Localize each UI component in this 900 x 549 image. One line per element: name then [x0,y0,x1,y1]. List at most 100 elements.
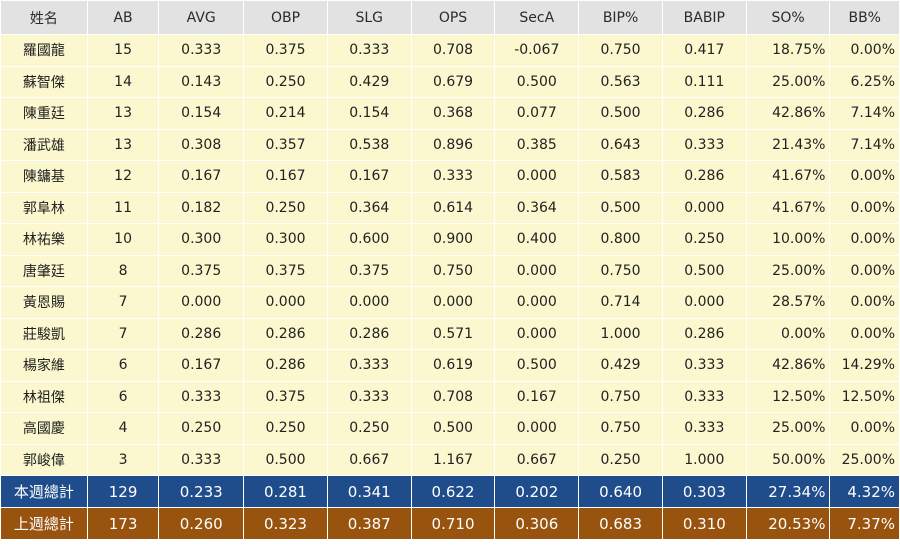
table-row[interactable]: 潘武雄 13 0.308 0.357 0.538 0.896 0.385 0.643 0.333… [0,128,900,161]
stat-cell-bb-pct: 0.00% [829,160,900,193]
stat-cell-obp: 0.250 [243,191,328,224]
col-header-babip[interactable]: BABIP [661,0,747,35]
stat-cell-avg: 0.167 [158,160,245,193]
stat-cell-ab: 6 [86,380,160,413]
stat-cell-babip: 0.286 [661,317,747,350]
total-cell: 27.34% [745,475,831,508]
stat-cell-bip-pct: 1.000 [578,317,663,350]
stat-cell-so-pct: 41.67% [745,160,831,193]
stat-cell-so-pct: 42.86% [745,97,831,130]
stat-cell-seca: 0.000 [494,412,580,445]
col-header-slg[interactable]: SLG [326,0,412,35]
stat-cell-ops: 1.167 [410,443,496,476]
last-week-total-row: 上週總計 173 0.260 0.323 0.387 0.710 0.306 0… [0,507,900,540]
total-cell: 0.323 [243,507,328,540]
stat-cell-bb-pct: 7.14% [829,97,900,130]
stat-cell-slg: 0.154 [326,97,412,130]
stat-cell-ops: 0.896 [410,128,496,161]
table-row[interactable]: 羅國龍 15 0.333 0.375 0.333 0.708 -0.067 0.750 0.41… [0,34,900,67]
stat-cell-slg: 0.600 [326,223,412,256]
player-name-cell: 黃恩賜 [0,286,88,319]
col-header-so[interactable]: SO% [745,0,831,35]
stat-cell-ab: 14 [86,65,160,98]
stat-cell-seca: 0.385 [494,128,580,161]
table-row[interactable]: 郭阜林 11 0.182 0.250 0.364 0.614 0.364 0.500 0.000… [0,191,900,224]
total-cell: 0.310 [661,507,747,540]
stat-cell-obp: 0.300 [243,223,328,256]
stat-cell-bip-pct: 0.750 [578,380,663,413]
table-row[interactable]: 蘇智傑 14 0.143 0.250 0.429 0.679 0.500 0.563 0.111… [0,65,900,98]
table-row[interactable]: 莊駿凱 7 0.286 0.286 0.286 0.571 0.000 1.000 0.286 0… [0,317,900,350]
stat-cell-slg: 0.333 [326,34,412,67]
stat-cell-obp: 0.214 [243,97,328,130]
stat-cell-bip-pct: 0.250 [578,443,663,476]
stat-cell-avg: 0.300 [158,223,245,256]
table-row[interactable]: 唐肇廷 8 0.375 0.375 0.375 0.750 0.000 0.750 0.500 2… [0,254,900,287]
player-name-cell: 郭峻偉 [0,443,88,476]
col-header-name[interactable]: 姓名 [0,0,88,35]
stat-cell-bb-pct: 6.25% [829,65,900,98]
table-row[interactable]: 陳重廷 13 0.154 0.214 0.154 0.368 0.077 0.500 0.286… [0,97,900,130]
stat-cell-avg: 0.375 [158,254,245,287]
stat-cell-bip-pct: 0.750 [578,34,663,67]
col-header-ops[interactable]: OPS [410,0,496,35]
stat-cell-slg: 0.250 [326,412,412,445]
stat-cell-bip-pct: 0.643 [578,128,663,161]
stat-cell-so-pct: 25.00% [745,254,831,287]
stat-cell-seca: 0.000 [494,317,580,350]
stat-cell-slg: 0.429 [326,65,412,98]
col-header-avg[interactable]: AVG [158,0,245,35]
stat-cell-bip-pct: 0.750 [578,254,663,287]
stat-cell-ops: 0.708 [410,34,496,67]
stat-cell-obp: 0.286 [243,317,328,350]
player-name-cell: 陳重廷 [0,97,88,130]
table-row[interactable]: 林祖傑 6 0.333 0.375 0.333 0.708 0.167 0.750 0.333 1… [0,380,900,413]
table-row[interactable]: 林祐樂 10 0.300 0.300 0.600 0.900 0.400 0.800 0.250… [0,223,900,256]
stat-cell-obp: 0.250 [243,65,328,98]
stat-cell-avg: 0.308 [158,128,245,161]
stat-cell-bb-pct: 14.29% [829,349,900,382]
player-name-cell: 林祐樂 [0,223,88,256]
stat-cell-babip: 0.333 [661,412,747,445]
stat-cell-ab: 7 [86,317,160,350]
stat-cell-ops: 0.750 [410,254,496,287]
stat-cell-slg: 0.364 [326,191,412,224]
table-row[interactable]: 郭峻偉 3 0.333 0.500 0.667 1.167 0.667 0.250 1.000 5… [0,443,900,476]
stat-cell-avg: 0.143 [158,65,245,98]
stat-cell-seca: 0.667 [494,443,580,476]
total-cell: 20.53% [745,507,831,540]
table-row[interactable]: 楊家維 6 0.167 0.286 0.333 0.619 0.500 0.429 0.333 4… [0,349,900,382]
stat-cell-slg: 0.000 [326,286,412,319]
stat-cell-bip-pct: 0.750 [578,412,663,445]
stat-cell-avg: 0.333 [158,443,245,476]
stat-cell-bb-pct: 0.00% [829,286,900,319]
col-header-obp[interactable]: OBP [243,0,328,35]
stat-cell-babip: 0.333 [661,349,747,382]
stat-cell-avg: 0.000 [158,286,245,319]
col-header-bip[interactable]: BIP% [578,0,663,35]
stat-cell-so-pct: 50.00% [745,443,831,476]
total-cell: 0.683 [578,507,663,540]
stat-cell-ops: 0.500 [410,412,496,445]
total-cell: 0.341 [326,475,412,508]
table-row[interactable]: 黃恩賜 7 0.000 0.000 0.000 0.000 0.000 0.714 0.000 2… [0,286,900,319]
stat-cell-bb-pct: 12.50% [829,380,900,413]
col-header-bb[interactable]: BB% [829,0,900,35]
stat-cell-slg: 0.333 [326,349,412,382]
stat-cell-bip-pct: 0.500 [578,97,663,130]
player-name-cell: 羅國龍 [0,34,88,67]
total-cell: 129 [86,475,160,508]
stat-cell-ab: 6 [86,349,160,382]
table-row[interactable]: 高國慶 4 0.250 0.250 0.250 0.500 0.000 0.750 0.333 2… [0,412,900,445]
stat-cell-babip: 0.286 [661,160,747,193]
total-cell: 0.710 [410,507,496,540]
total-cell: 0.303 [661,475,747,508]
stat-cell-seca: 0.077 [494,97,580,130]
col-header-seca[interactable]: SecA [494,0,580,35]
stat-cell-ab: 13 [86,128,160,161]
table-row[interactable]: 陳鏞基 12 0.167 0.167 0.167 0.333 0.000 0.583 0.286… [0,160,900,193]
stat-cell-bb-pct: 0.00% [829,223,900,256]
stat-cell-ab: 13 [86,97,160,130]
col-header-ab[interactable]: AB [86,0,160,35]
